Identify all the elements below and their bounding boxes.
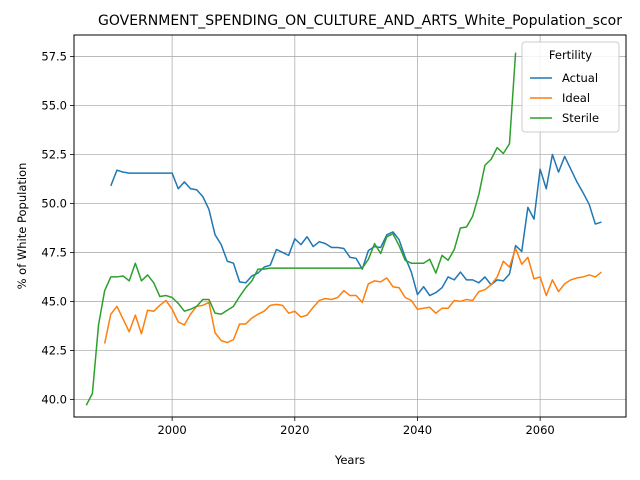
x-tick-label: 2020 xyxy=(280,423,309,437)
y-tick-label: 45.0 xyxy=(41,294,67,308)
y-axis-label: % of White Population xyxy=(15,163,29,290)
y-tick-label: 52.5 xyxy=(41,147,67,161)
legend-title: Fertility xyxy=(549,48,592,62)
legend-label-ideal: Ideal xyxy=(562,91,590,105)
y-tick-label: 47.5 xyxy=(41,245,67,259)
x-tick-label: 2060 xyxy=(525,423,554,437)
y-axis: 40.0 42.5 45.0 47.5 50.0 52.5 55.0 57.5 xyxy=(41,50,74,407)
chart-title: GOVERNMENT_SPENDING_ON_CULTURE_AND_ARTS_… xyxy=(98,13,622,29)
legend: Fertility Actual Ideal Sterile xyxy=(522,42,619,132)
legend-label-actual: Actual xyxy=(562,71,598,85)
x-tick-label: 2000 xyxy=(157,423,186,437)
series-line-actual xyxy=(111,155,602,296)
y-tick-label: 50.0 xyxy=(41,196,67,210)
y-tick-label: 55.0 xyxy=(41,99,67,113)
series-line-ideal xyxy=(105,249,602,344)
y-tick-label: 57.5 xyxy=(41,50,67,64)
x-tick-label: 2040 xyxy=(403,423,432,437)
x-axis: 2000 2020 2040 2060 xyxy=(157,417,554,437)
y-tick-label: 40.0 xyxy=(41,392,67,406)
x-axis-label: Years xyxy=(334,453,365,467)
legend-label-sterile: Sterile xyxy=(562,111,599,125)
y-tick-label: 42.5 xyxy=(41,343,67,357)
